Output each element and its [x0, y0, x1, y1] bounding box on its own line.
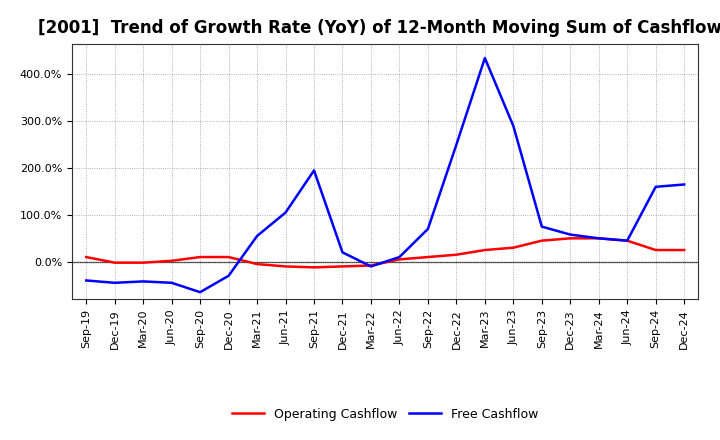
Free Cashflow	[595, 236, 603, 241]
Free Cashflow	[110, 280, 119, 286]
Free Cashflow	[566, 232, 575, 237]
Free Cashflow	[196, 290, 204, 295]
Operating Cashflow	[423, 254, 432, 260]
Operating Cashflow	[366, 263, 375, 268]
Operating Cashflow	[537, 238, 546, 243]
Free Cashflow	[423, 226, 432, 231]
Operating Cashflow	[509, 245, 518, 250]
Operating Cashflow	[623, 238, 631, 243]
Operating Cashflow	[566, 236, 575, 241]
Operating Cashflow	[196, 254, 204, 260]
Operating Cashflow	[310, 265, 318, 270]
Free Cashflow	[652, 184, 660, 190]
Line: Free Cashflow: Free Cashflow	[86, 58, 684, 292]
Free Cashflow	[452, 142, 461, 147]
Free Cashflow	[310, 168, 318, 173]
Operating Cashflow	[167, 258, 176, 264]
Free Cashflow	[680, 182, 688, 187]
Operating Cashflow	[110, 260, 119, 265]
Operating Cashflow	[139, 260, 148, 265]
Operating Cashflow	[225, 254, 233, 260]
Operating Cashflow	[82, 254, 91, 260]
Free Cashflow	[509, 123, 518, 128]
Operating Cashflow	[395, 257, 404, 262]
Operating Cashflow	[680, 247, 688, 253]
Operating Cashflow	[595, 236, 603, 241]
Free Cashflow	[253, 233, 261, 238]
Operating Cashflow	[338, 264, 347, 269]
Free Cashflow	[167, 280, 176, 286]
Operating Cashflow	[282, 264, 290, 269]
Title: [2001]  Trend of Growth Rate (YoY) of 12-Month Moving Sum of Cashflows: [2001] Trend of Growth Rate (YoY) of 12-…	[38, 19, 720, 37]
Operating Cashflow	[253, 261, 261, 267]
Line: Operating Cashflow: Operating Cashflow	[86, 238, 684, 268]
Free Cashflow	[366, 264, 375, 269]
Free Cashflow	[480, 55, 489, 61]
Free Cashflow	[537, 224, 546, 229]
Free Cashflow	[139, 279, 148, 284]
Free Cashflow	[395, 254, 404, 260]
Free Cashflow	[225, 273, 233, 279]
Operating Cashflow	[452, 252, 461, 257]
Free Cashflow	[282, 210, 290, 215]
Free Cashflow	[623, 238, 631, 243]
Free Cashflow	[338, 250, 347, 255]
Legend: Operating Cashflow, Free Cashflow: Operating Cashflow, Free Cashflow	[228, 403, 543, 425]
Free Cashflow	[82, 278, 91, 283]
Operating Cashflow	[652, 247, 660, 253]
Operating Cashflow	[480, 247, 489, 253]
